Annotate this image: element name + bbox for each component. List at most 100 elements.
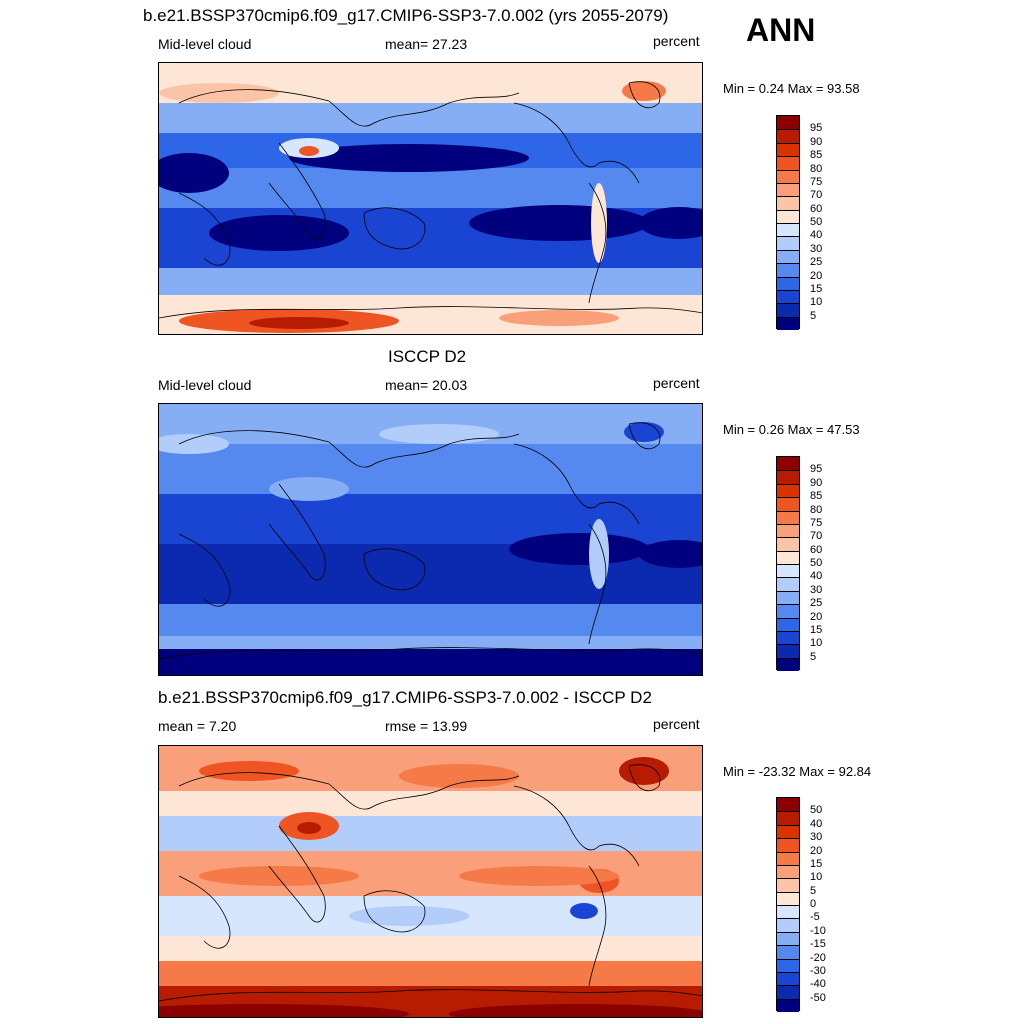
coastline bbox=[588, 865, 607, 987]
colorbar-swatch bbox=[777, 644, 799, 658]
contour-region bbox=[269, 477, 349, 501]
colorbar-tick-label: 70 bbox=[810, 189, 823, 202]
colorbar-swatch bbox=[777, 985, 799, 999]
colorbar-tick-label: 30 bbox=[810, 831, 823, 844]
colorbar-swatch bbox=[777, 249, 799, 264]
colorbar-swatch bbox=[777, 971, 799, 986]
contour-region bbox=[297, 822, 321, 834]
coastline bbox=[628, 764, 661, 792]
colorbar-swatch bbox=[777, 523, 799, 538]
coastline bbox=[159, 647, 702, 660]
colorbar-tick-label: 40 bbox=[810, 570, 823, 583]
coastline bbox=[178, 89, 520, 127]
contour-region bbox=[159, 1004, 409, 1017]
coastline bbox=[178, 875, 231, 949]
colorbar-swatch bbox=[777, 905, 799, 919]
colorbar-swatch bbox=[777, 590, 799, 605]
coastline bbox=[268, 825, 326, 923]
colorbar-tick-label: 10 bbox=[810, 637, 823, 650]
colorbar-tick-label: 50 bbox=[810, 216, 823, 228]
contour-region bbox=[159, 83, 279, 103]
contour-region bbox=[209, 215, 349, 251]
coastline bbox=[268, 483, 326, 581]
contour-band bbox=[159, 168, 702, 208]
contour-region bbox=[509, 533, 649, 565]
contour-region bbox=[570, 903, 598, 919]
colorbar-tick-label: -20 bbox=[810, 951, 826, 964]
colorbar-swatch bbox=[777, 798, 799, 812]
colorbar-swatch bbox=[777, 824, 799, 839]
colorbar-tick-label: 15 bbox=[810, 282, 823, 295]
contour-region bbox=[379, 424, 499, 444]
colorbar-swatch bbox=[777, 223, 799, 237]
contour-map bbox=[158, 745, 703, 1018]
coastline bbox=[178, 772, 520, 810]
colorbar-swatch bbox=[777, 209, 799, 223]
coastline bbox=[513, 102, 640, 184]
colorbar-swatch bbox=[777, 196, 799, 210]
contour-region bbox=[399, 764, 519, 788]
contour-band bbox=[159, 936, 702, 961]
colorbar-swatch bbox=[777, 878, 799, 892]
colorbar-swatch bbox=[777, 169, 799, 183]
colorbar-tick-label: 75 bbox=[810, 516, 823, 529]
colorbar-tick-label: 5 bbox=[810, 884, 817, 897]
colorbar-swatch bbox=[777, 577, 799, 591]
colorbar-tick-label: 25 bbox=[810, 256, 823, 269]
colorbar-tick-label: 90 bbox=[810, 476, 823, 489]
contour-region bbox=[589, 519, 609, 589]
contour-region bbox=[622, 81, 666, 101]
colorbar: 95 90 85 80 75 70 60 50 40 30 25 20 15 10 5 bbox=[776, 115, 822, 330]
contour-band bbox=[159, 816, 702, 851]
contour-region bbox=[159, 153, 229, 193]
colorbar-tick-label: 20 bbox=[810, 610, 823, 623]
colorbar-swatch bbox=[777, 457, 799, 471]
colorbar-tick-label: -50 bbox=[810, 991, 826, 1004]
colorbar-tick-label: 70 bbox=[810, 530, 823, 543]
colorbar-tick-label: -30 bbox=[810, 964, 826, 977]
colorbar-swatch bbox=[777, 838, 799, 852]
colorbar: 95 90 85 80 75 70 60 50 40 30 25 20 15 10 5 bbox=[776, 456, 822, 671]
panel-units-label: percent bbox=[653, 33, 700, 49]
colorbar-tick-label: 10 bbox=[810, 296, 823, 309]
contour-region bbox=[469, 205, 649, 241]
map-canvas bbox=[159, 746, 702, 1017]
contour-region bbox=[499, 310, 619, 326]
colorbar-swatch bbox=[777, 811, 799, 825]
coastline bbox=[628, 81, 661, 109]
colorbar-swatch bbox=[777, 156, 799, 170]
colorbar-swatch bbox=[777, 550, 799, 564]
contour-region bbox=[639, 540, 702, 568]
colorbar-tick-label: 95 bbox=[810, 463, 823, 476]
map-canvas bbox=[159, 404, 702, 675]
coastline bbox=[628, 422, 661, 450]
colorbar-tick-label: -10 bbox=[810, 924, 826, 937]
colorbar-tick-label: 5 bbox=[810, 309, 817, 322]
colorbar-tick-label: 20 bbox=[810, 269, 823, 282]
contour-region bbox=[459, 866, 619, 886]
colorbar-tick-label: 30 bbox=[810, 583, 823, 596]
contour-region bbox=[159, 434, 229, 454]
contour-region bbox=[619, 757, 669, 785]
contour-region bbox=[199, 761, 299, 781]
colorbar-tick-label: 40 bbox=[810, 229, 823, 242]
colorbar-swatch bbox=[777, 303, 799, 317]
coastline bbox=[363, 548, 426, 591]
colorbar-swatch bbox=[777, 958, 799, 972]
contour-region bbox=[249, 317, 349, 329]
contour-region bbox=[639, 207, 702, 239]
colorbar-tick-label: 50 bbox=[810, 557, 823, 569]
colorbar-tick-label: -15 bbox=[810, 938, 826, 951]
contour-band bbox=[159, 649, 702, 675]
coastline bbox=[178, 192, 231, 266]
colorbar-tick-label: 90 bbox=[810, 135, 823, 148]
coastline bbox=[363, 890, 426, 933]
coastline bbox=[178, 430, 520, 468]
colorbar-tick-label: 85 bbox=[810, 490, 823, 503]
contour-map bbox=[158, 403, 703, 676]
colorbar-tick-label: 95 bbox=[810, 122, 823, 135]
contour-region bbox=[349, 906, 469, 926]
colorbar-tick-label: 20 bbox=[810, 844, 823, 857]
colorbar-swatch bbox=[777, 657, 799, 671]
colorbar-swatch bbox=[777, 510, 799, 524]
